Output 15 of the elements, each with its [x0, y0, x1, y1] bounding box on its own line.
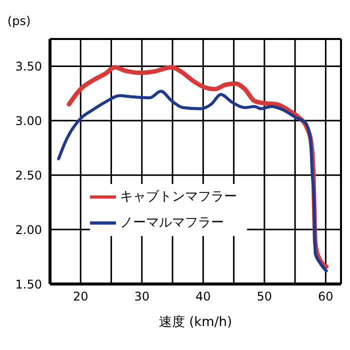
- y-tick-label: 3.00: [15, 114, 42, 128]
- y-tick-label: 3.50: [15, 59, 42, 74]
- x-tick-label: 20: [72, 290, 88, 304]
- x-tick-label: 30: [134, 290, 150, 304]
- x-tick-label: 40: [196, 290, 211, 304]
- y-tick-label: 2.00: [15, 222, 42, 237]
- legend-label: ノーマルマフラー: [120, 216, 224, 231]
- x-axis-title: 速度 (km/h): [158, 314, 232, 330]
- y-tick-label: 1.50: [15, 277, 42, 292]
- legend-label: キャブトンマフラー: [120, 190, 237, 205]
- x-tick-label: 60: [318, 290, 334, 304]
- y-axis-title: (ps): [7, 14, 31, 28]
- x-tick-label: 50: [256, 290, 272, 304]
- line-series: [57, 90, 328, 272]
- y-tick-label: 2.50: [15, 168, 42, 182]
